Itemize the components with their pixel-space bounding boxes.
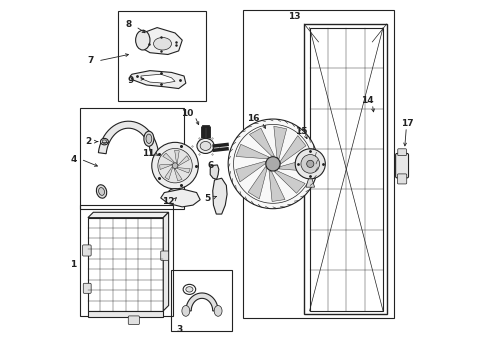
FancyBboxPatch shape bbox=[398, 149, 406, 156]
Ellipse shape bbox=[136, 30, 150, 50]
Polygon shape bbox=[130, 71, 186, 89]
Polygon shape bbox=[163, 212, 169, 311]
Ellipse shape bbox=[197, 138, 214, 153]
Polygon shape bbox=[137, 28, 182, 54]
Polygon shape bbox=[88, 212, 169, 218]
Text: 13: 13 bbox=[288, 12, 300, 21]
FancyBboxPatch shape bbox=[128, 316, 139, 324]
Text: 4: 4 bbox=[71, 155, 77, 164]
Polygon shape bbox=[269, 171, 285, 202]
Ellipse shape bbox=[182, 306, 190, 316]
Polygon shape bbox=[88, 218, 163, 311]
Text: 14: 14 bbox=[361, 96, 374, 105]
Circle shape bbox=[307, 160, 314, 167]
Polygon shape bbox=[186, 293, 218, 311]
Ellipse shape bbox=[144, 131, 154, 146]
Polygon shape bbox=[248, 167, 267, 199]
Circle shape bbox=[295, 149, 325, 179]
Polygon shape bbox=[210, 165, 219, 179]
Polygon shape bbox=[236, 144, 269, 159]
Ellipse shape bbox=[100, 138, 108, 145]
Text: 7: 7 bbox=[87, 57, 93, 66]
Circle shape bbox=[301, 154, 319, 173]
FancyBboxPatch shape bbox=[397, 174, 407, 184]
FancyBboxPatch shape bbox=[395, 153, 409, 178]
Polygon shape bbox=[274, 126, 287, 159]
Polygon shape bbox=[306, 179, 315, 187]
Polygon shape bbox=[213, 178, 227, 214]
Text: 16: 16 bbox=[247, 114, 260, 123]
Circle shape bbox=[266, 157, 280, 171]
Text: 3: 3 bbox=[176, 325, 183, 334]
Polygon shape bbox=[214, 144, 227, 150]
Text: 1: 1 bbox=[71, 260, 77, 269]
Polygon shape bbox=[163, 153, 174, 163]
Text: 10: 10 bbox=[181, 109, 193, 118]
Polygon shape bbox=[310, 28, 383, 311]
Ellipse shape bbox=[153, 37, 172, 50]
Ellipse shape bbox=[186, 287, 193, 292]
Polygon shape bbox=[274, 171, 305, 193]
Text: 5: 5 bbox=[204, 194, 211, 203]
Text: 12: 12 bbox=[162, 197, 174, 206]
Polygon shape bbox=[178, 156, 189, 166]
Ellipse shape bbox=[146, 134, 152, 143]
FancyBboxPatch shape bbox=[82, 245, 91, 256]
Text: 2: 2 bbox=[85, 137, 91, 146]
Ellipse shape bbox=[98, 188, 104, 195]
Polygon shape bbox=[98, 121, 159, 156]
Polygon shape bbox=[165, 167, 172, 180]
FancyBboxPatch shape bbox=[161, 251, 169, 260]
Circle shape bbox=[158, 148, 192, 183]
Ellipse shape bbox=[214, 306, 222, 316]
Polygon shape bbox=[280, 136, 306, 164]
Polygon shape bbox=[160, 164, 172, 170]
Polygon shape bbox=[236, 161, 266, 182]
Circle shape bbox=[152, 142, 198, 189]
Polygon shape bbox=[279, 158, 310, 171]
Polygon shape bbox=[203, 126, 208, 138]
Text: 15: 15 bbox=[295, 127, 308, 136]
Text: 17: 17 bbox=[401, 119, 414, 128]
Ellipse shape bbox=[183, 284, 196, 294]
Text: 8: 8 bbox=[125, 19, 132, 28]
Ellipse shape bbox=[168, 189, 182, 199]
Ellipse shape bbox=[200, 141, 211, 150]
Polygon shape bbox=[174, 169, 182, 181]
FancyBboxPatch shape bbox=[83, 283, 91, 293]
Text: 9: 9 bbox=[128, 76, 134, 85]
Polygon shape bbox=[174, 150, 179, 163]
Ellipse shape bbox=[102, 140, 107, 143]
Polygon shape bbox=[249, 128, 274, 156]
Text: 11: 11 bbox=[142, 149, 154, 158]
Polygon shape bbox=[161, 189, 200, 207]
Polygon shape bbox=[177, 168, 190, 173]
Ellipse shape bbox=[97, 185, 107, 198]
Circle shape bbox=[228, 119, 318, 209]
Ellipse shape bbox=[171, 191, 179, 196]
Polygon shape bbox=[141, 74, 175, 83]
Text: 6: 6 bbox=[208, 161, 214, 170]
Polygon shape bbox=[88, 311, 163, 318]
Circle shape bbox=[172, 163, 178, 168]
